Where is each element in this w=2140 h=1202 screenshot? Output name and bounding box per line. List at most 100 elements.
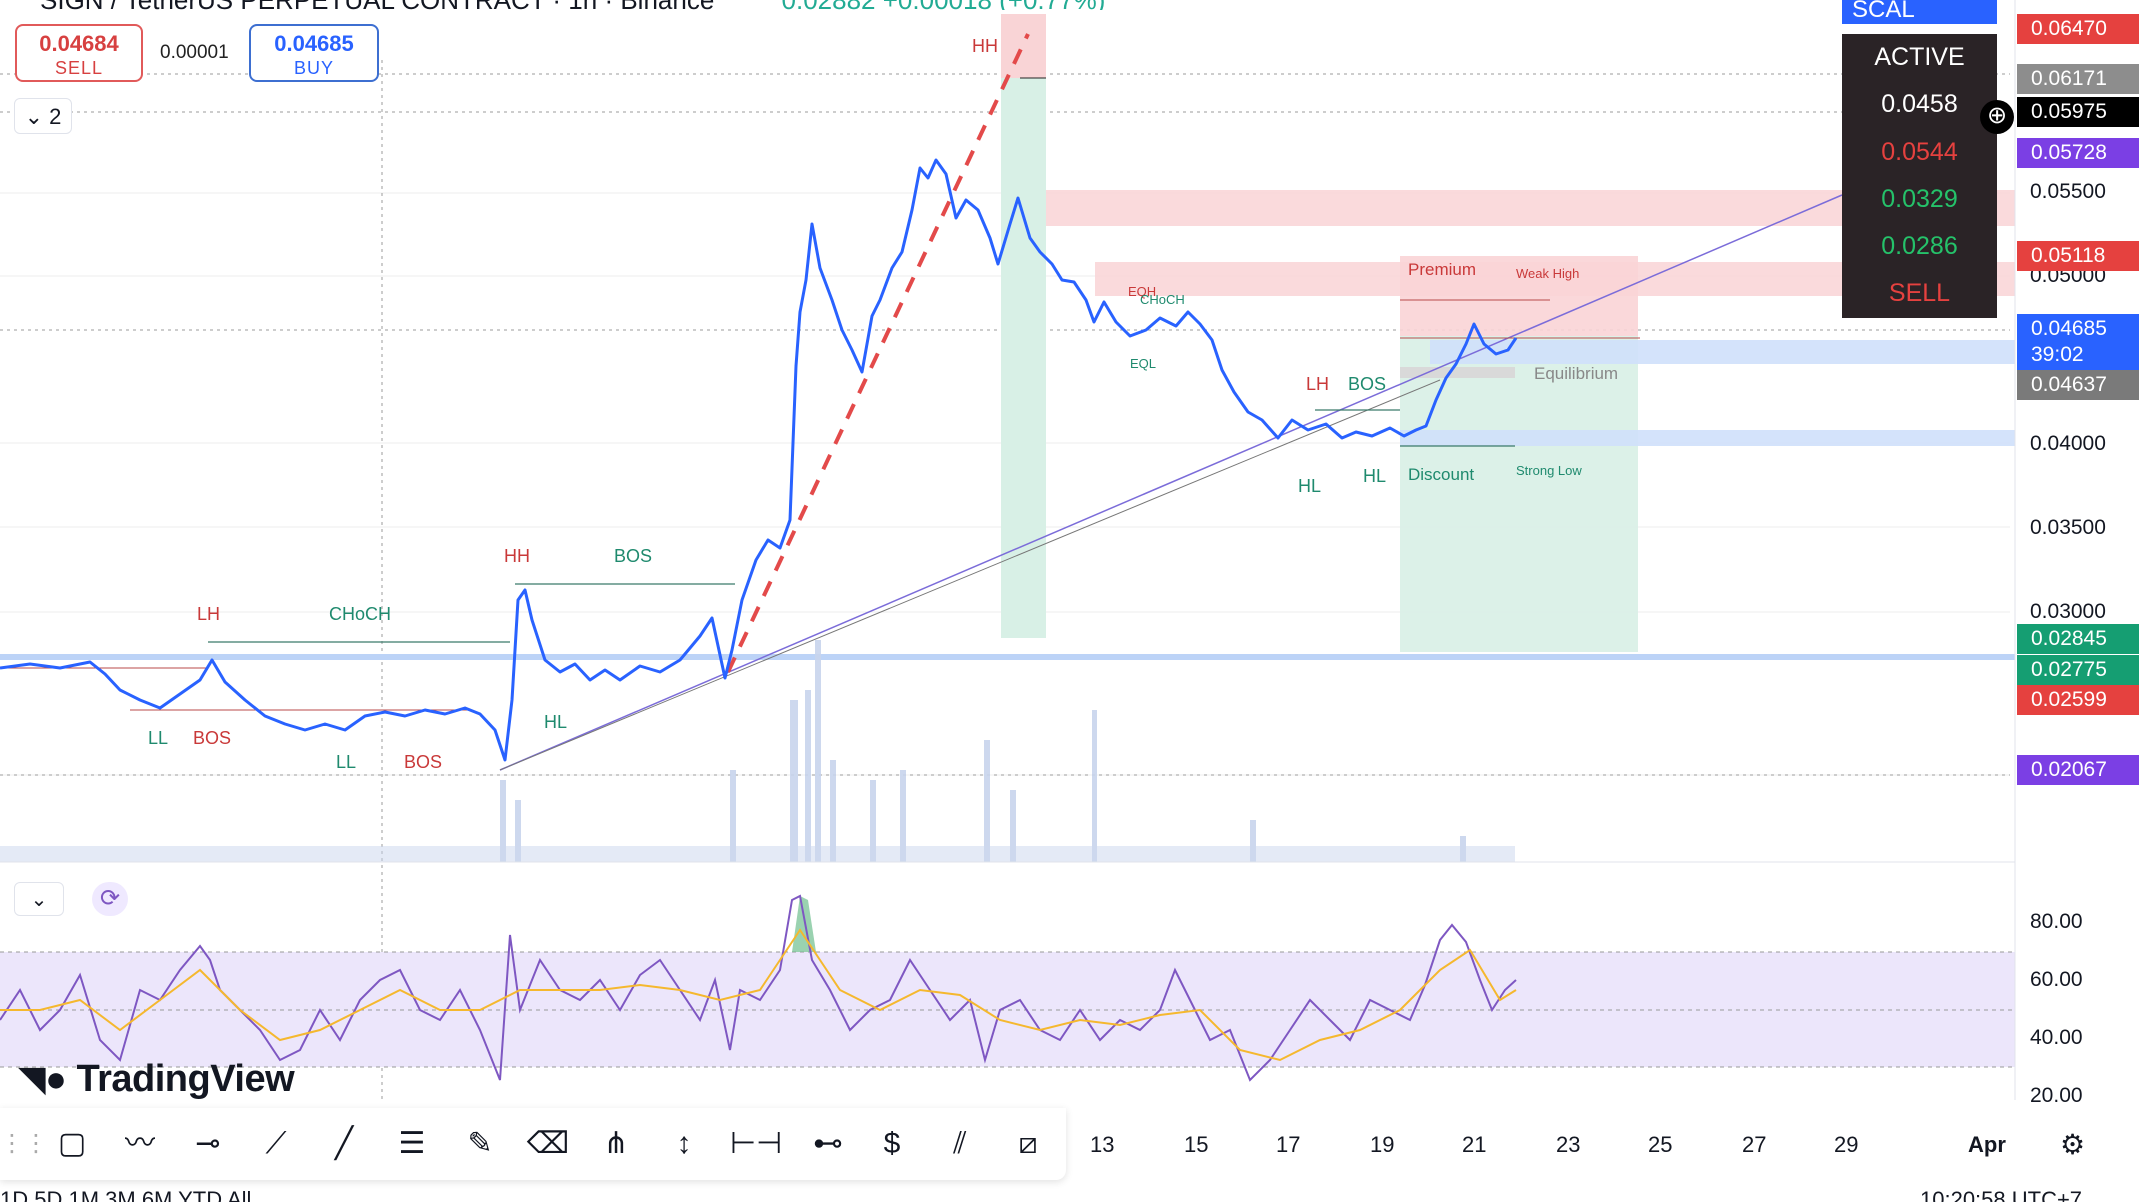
blue-zone-low (1400, 430, 2015, 446)
rsi-line (0, 894, 1517, 1082)
rsi-tick: 40.00 (2030, 1026, 2083, 1049)
rsi-band (0, 952, 2015, 1067)
signal-row: 0.0544 (1881, 137, 1958, 166)
brush-icon[interactable]: ✎ (467, 1127, 493, 1160)
time-tick: 25 (1648, 1132, 1673, 1157)
price-tag: 0.04637 (2017, 370, 2139, 400)
label-bos-right: BOS (1348, 374, 1387, 394)
rsi-overbought-fill (792, 896, 816, 952)
time-tick: 29 (1834, 1132, 1859, 1157)
time-tick-month: Apr (1968, 1132, 2006, 1157)
rsi-tick: 80.00 (2030, 910, 2083, 933)
range-selector[interactable]: 1D 5D 1M 3M 6M YTD All (0, 1187, 252, 1202)
price-tag: 0.02775 (2017, 655, 2139, 685)
label-discount: Discount (1408, 465, 1475, 484)
gear-icon[interactable]: ⚙ (2060, 1129, 2086, 1160)
fib-icon[interactable]: ⫽ (953, 1127, 967, 1160)
countdown-tag: 39:02 (2017, 340, 2139, 370)
price-tick: 0.04000 (2030, 432, 2106, 455)
sell-button[interactable]: 0.04684 SELL (15, 24, 143, 82)
label-choch-small: CHoCH (1140, 292, 1185, 307)
logo-text: TradingView (76, 1058, 295, 1100)
volume-bars (0, 640, 1515, 862)
label-ll-2: LL (336, 752, 357, 772)
trend-line-gray (499, 379, 1441, 771)
label-premium: Premium (1408, 260, 1477, 279)
vertical-line-icon[interactable]: ↕ (676, 1127, 692, 1160)
clock-display: 10:20:58 UTC+7 (1920, 1187, 2083, 1202)
time-tick: 21 (1462, 1132, 1487, 1157)
horizontal-line-icon[interactable]: ⊸ (195, 1127, 221, 1160)
price-tag: 0.02845 (2017, 624, 2139, 654)
date-range-icon[interactable]: ⊢⊣ (730, 1127, 783, 1160)
price-tag: 0.02599 (2017, 685, 2139, 715)
time-tick: 15 (1184, 1132, 1209, 1157)
buy-button[interactable]: 0.04685 BUY (249, 24, 379, 82)
parallel-channel-icon[interactable]: ☰ (398, 1127, 426, 1160)
label-ll-1: LL (148, 728, 169, 748)
signal-row: 0.0329 (1881, 184, 1958, 213)
sell-label: SELL (54, 58, 104, 78)
label-eql: EQL (1130, 356, 1157, 371)
price-tag-crosshair: 0.05975 (2017, 97, 2139, 127)
price-line (0, 158, 1518, 762)
time-tick: 13 (1090, 1132, 1115, 1157)
pitchfork-icon[interactable]: ⋔ (603, 1127, 629, 1160)
rsi-ma-line (0, 928, 1517, 1062)
price-tag: 0.05118 (2017, 241, 2139, 271)
signal-row: 0.0286 (1881, 232, 1958, 261)
price-change: 0.02882 +0.00018 (+0.77%) (722, 0, 1106, 10)
path-icon[interactable]: 〰 (125, 1127, 155, 1160)
trend-line-icon[interactable]: ╱ (334, 1127, 354, 1160)
price-tick: 0.05500 (2030, 180, 2106, 203)
sell-price: 0.04684 (39, 31, 119, 56)
sync-icon[interactable]: ⟳ (92, 882, 128, 916)
signal-row: ACTIVE (1874, 43, 1965, 71)
drawing-toolbar: ⋮⋮ ▢ 〰 ⊸ ⟋ ╱ ☰ ✎ ⌫ ⋔ ↕ ⊢⊣ ⊷ $ ⫽ ⧄ (0, 1108, 1066, 1180)
buy-price: 0.04685 (274, 31, 354, 56)
hh-vertical-green (1001, 78, 1046, 638)
horizontal-ray-icon[interactable]: ⊷ (813, 1127, 843, 1160)
label-lh-left: LH (197, 604, 221, 624)
red-dashed-projection (726, 33, 1030, 673)
label-choch: CHoCH (329, 604, 392, 624)
signal-table: ACTIVE 0.0458 0.0544 0.0329 0.0286 SELL (1842, 34, 1997, 318)
indicator-collapse-button[interactable]: ⌄ (14, 882, 64, 916)
signal-table-title: SCAL (1842, 0, 1997, 24)
label-hh-top: HH (972, 36, 998, 56)
spread-value: 0.00001 (160, 42, 229, 63)
time-tick: 23 (1556, 1132, 1581, 1157)
chevron-down-icon: ⌄ (30, 889, 48, 911)
label-hl-1: HL (544, 712, 568, 732)
equilibrium-band (1400, 367, 1515, 378)
eraser-icon[interactable]: ⌫ (526, 1127, 570, 1160)
rectangle-icon[interactable]: ▢ (57, 1127, 87, 1160)
label-hl-2: HL (1298, 476, 1322, 496)
price-tag: 0.06171 (2017, 64, 2139, 94)
label-bos-mid: BOS (614, 546, 653, 566)
rsi-tick: 60.00 (2030, 968, 2083, 991)
label-equilibrium: Equilibrium (1534, 364, 1619, 383)
price-tag: 0.02067 (2017, 755, 2139, 785)
label-eqh: EQH (1128, 284, 1157, 299)
label-hl-3: HL (1363, 466, 1387, 486)
chevron-down-icon: ⌄ (24, 104, 44, 129)
ray-icon[interactable]: ⟋ (265, 1127, 287, 1160)
time-tick: 19 (1370, 1132, 1395, 1157)
signal-row: SELL (1888, 279, 1951, 308)
tv-logo-icon: ◥● (18, 1058, 67, 1099)
drag-handle-icon[interactable]: ⋮⋮ (0, 1130, 48, 1157)
price-range-icon[interactable]: $ (883, 1127, 901, 1160)
price-tick: 0.03000 (2030, 600, 2106, 623)
time-tick: 27 (1742, 1132, 1767, 1157)
symbol-header[interactable]: SIGN / TetherUS PERPETUAL CONTRACT · 1h … (0, 0, 1300, 10)
premium-zone (1400, 256, 1638, 336)
gann-icon[interactable]: ⧄ (1018, 1127, 1038, 1160)
crosshair-add-icon[interactable]: ⊕ (1980, 100, 2014, 134)
legend-collapse-button[interactable]: ⌄ 2 (14, 98, 72, 134)
price-tag: 0.05728 (2017, 138, 2139, 168)
label-strong-low: Strong Low (1516, 463, 1582, 478)
label-weak-high: Weak High (1516, 266, 1580, 281)
